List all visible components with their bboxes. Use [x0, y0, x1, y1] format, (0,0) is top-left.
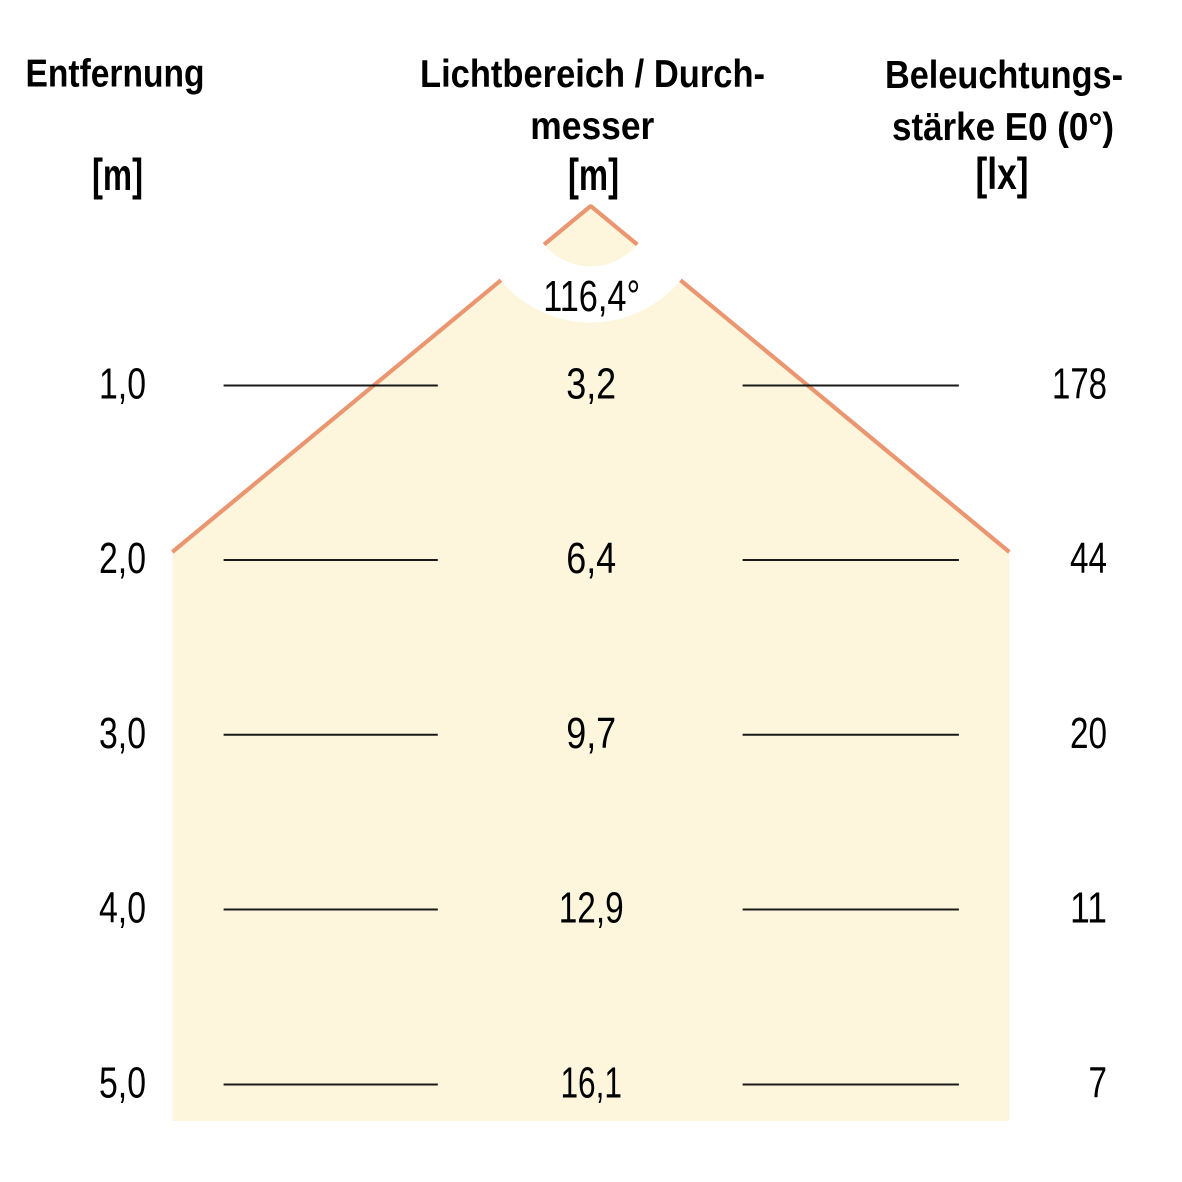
- svg-text:messer: messer: [530, 105, 654, 148]
- svg-text:Lichtbereich / Durch-: Lichtbereich / Durch-: [420, 53, 765, 96]
- svg-text:5,0: 5,0: [99, 1060, 146, 1108]
- svg-text:[lx]: [lx]: [976, 150, 1029, 199]
- svg-text:9,7: 9,7: [566, 710, 616, 758]
- svg-text:116,4°: 116,4°: [543, 273, 640, 321]
- svg-text:4,0: 4,0: [99, 885, 146, 933]
- svg-text:6,4: 6,4: [566, 535, 616, 583]
- svg-text:12,9: 12,9: [559, 885, 624, 933]
- svg-text:Beleuchtungs-: Beleuchtungs-: [885, 54, 1123, 97]
- svg-text:2,0: 2,0: [99, 535, 146, 583]
- svg-text:[m]: [m]: [568, 151, 619, 200]
- svg-text:3,0: 3,0: [99, 710, 146, 758]
- svg-text:3,2: 3,2: [566, 361, 616, 409]
- svg-text:1,0: 1,0: [99, 361, 146, 409]
- svg-text:16,1: 16,1: [560, 1060, 622, 1108]
- svg-text:[m]: [m]: [92, 151, 143, 200]
- svg-text:178: 178: [1052, 361, 1107, 409]
- svg-text:Entfernung: Entfernung: [26, 53, 205, 96]
- svg-text:44: 44: [1070, 535, 1107, 583]
- svg-text:11: 11: [1070, 885, 1107, 933]
- svg-text:7: 7: [1089, 1060, 1108, 1108]
- svg-text:stärke E0 (0°): stärke E0 (0°): [892, 106, 1114, 149]
- svg-text:20: 20: [1070, 710, 1107, 758]
